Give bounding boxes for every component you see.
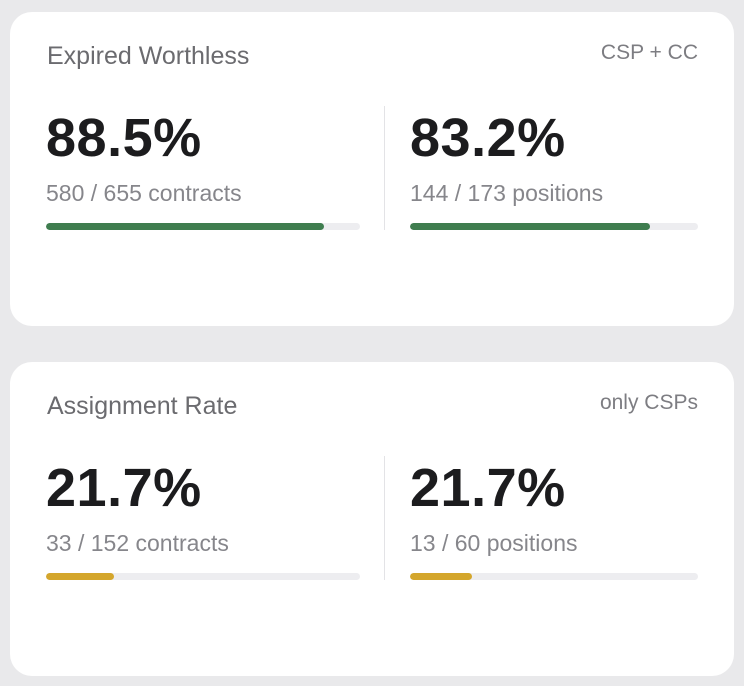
- progress-bar: [410, 573, 698, 580]
- positions-metric: 83.2% 144 / 173 positions: [410, 106, 698, 230]
- metric-value: 21.7%: [46, 458, 202, 518]
- card-tag: CSP + CC: [600, 41, 698, 64]
- expired-worthless-card: Expired Worthless CSP + CC 88.5% 580 / 6…: [10, 12, 734, 326]
- progress-bar-fill: [410, 223, 650, 230]
- metric-value: 83.2%: [410, 108, 566, 168]
- contracts-metric: 88.5% 580 / 655 contracts: [46, 106, 360, 230]
- progress-bar-fill: [46, 573, 115, 580]
- card-title: Assignment Rate: [47, 392, 238, 420]
- contracts-metric: 21.7% 33 / 152 contracts: [46, 456, 360, 580]
- progress-bar: [410, 223, 698, 230]
- progress-bar: [46, 223, 360, 230]
- progress-bar-fill: [46, 223, 324, 230]
- progress-bar: [46, 573, 360, 580]
- assignment-rate-card: Assignment Rate only CSPs 21.7% 33 / 152…: [10, 362, 734, 676]
- progress-bar-fill: [410, 573, 473, 580]
- divider: [384, 106, 385, 230]
- card-tag: only CSPs: [599, 391, 698, 414]
- positions-metric: 21.7% 13 / 60 positions: [410, 456, 698, 580]
- metric-subtitle: 580 / 655 contracts: [46, 180, 242, 206]
- card-title: Expired Worthless: [47, 42, 250, 70]
- metric-subtitle: 144 / 173 positions: [410, 180, 604, 206]
- metric-value: 21.7%: [410, 458, 566, 518]
- metric-subtitle: 33 / 152 contracts: [46, 530, 229, 556]
- metric-subtitle: 13 / 60 positions: [410, 530, 578, 556]
- metric-value: 88.5%: [46, 108, 202, 168]
- divider: [384, 456, 385, 580]
